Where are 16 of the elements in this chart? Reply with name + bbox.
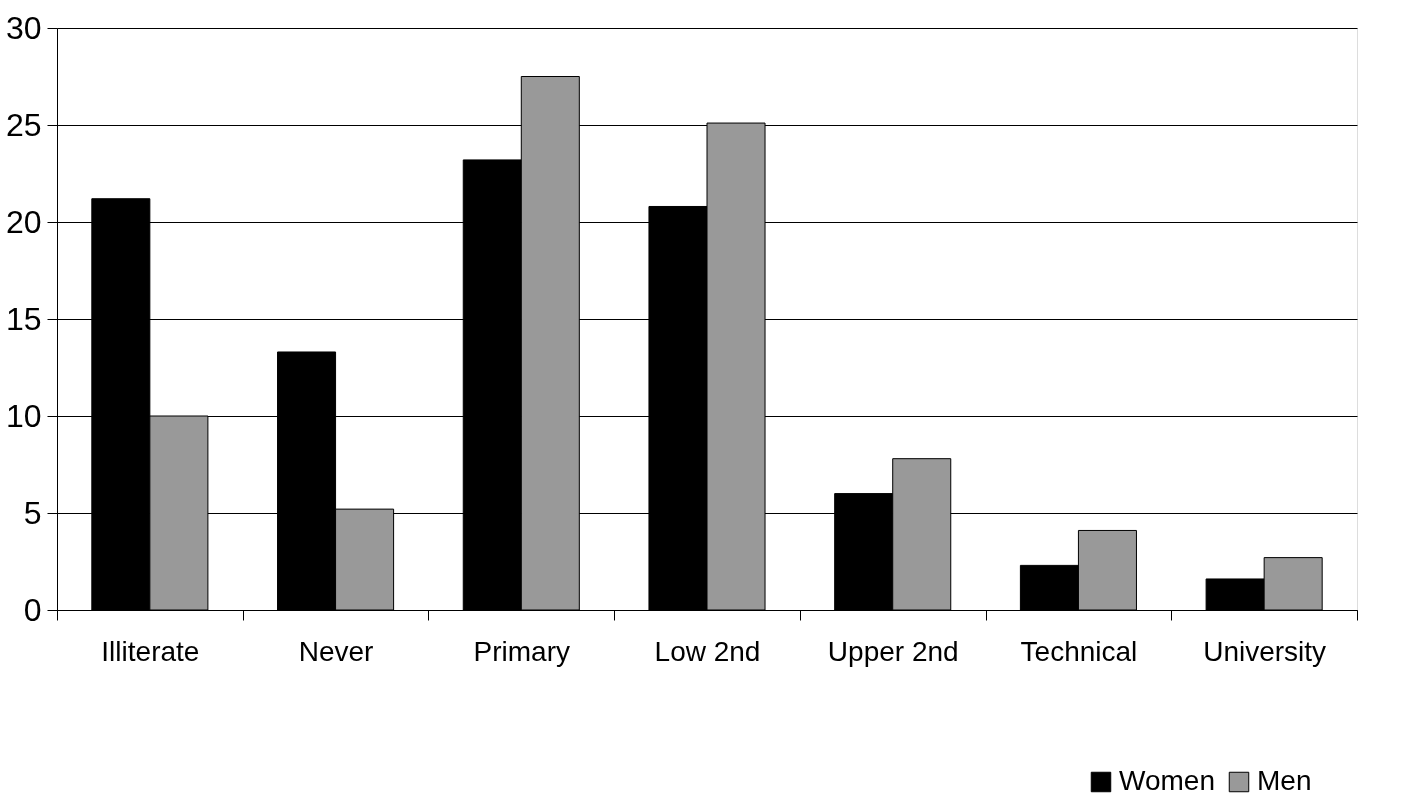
legend-label: Men xyxy=(1257,765,1312,796)
y-tick-label: 25 xyxy=(5,106,42,143)
x-tick-label: Illiterate xyxy=(101,635,200,667)
x-tick-label: Never xyxy=(298,635,374,667)
y-tick-label: 5 xyxy=(23,494,42,531)
y-tick-label: 0 xyxy=(23,591,42,628)
x-tick-label: Low 2nd xyxy=(654,635,761,667)
x-tick-label: University xyxy=(1203,635,1327,667)
y-tick-label: 30 xyxy=(5,9,42,46)
legend-label: Women xyxy=(1119,765,1215,796)
y-tick-label: 20 xyxy=(5,203,42,240)
y-tick-label: 10 xyxy=(5,397,42,434)
x-tick-label: Technical xyxy=(1020,635,1138,667)
y-tick-label: 15 xyxy=(5,300,42,337)
x-tick-label: Primary xyxy=(473,635,571,667)
x-tick-label: Upper 2nd xyxy=(827,635,959,667)
